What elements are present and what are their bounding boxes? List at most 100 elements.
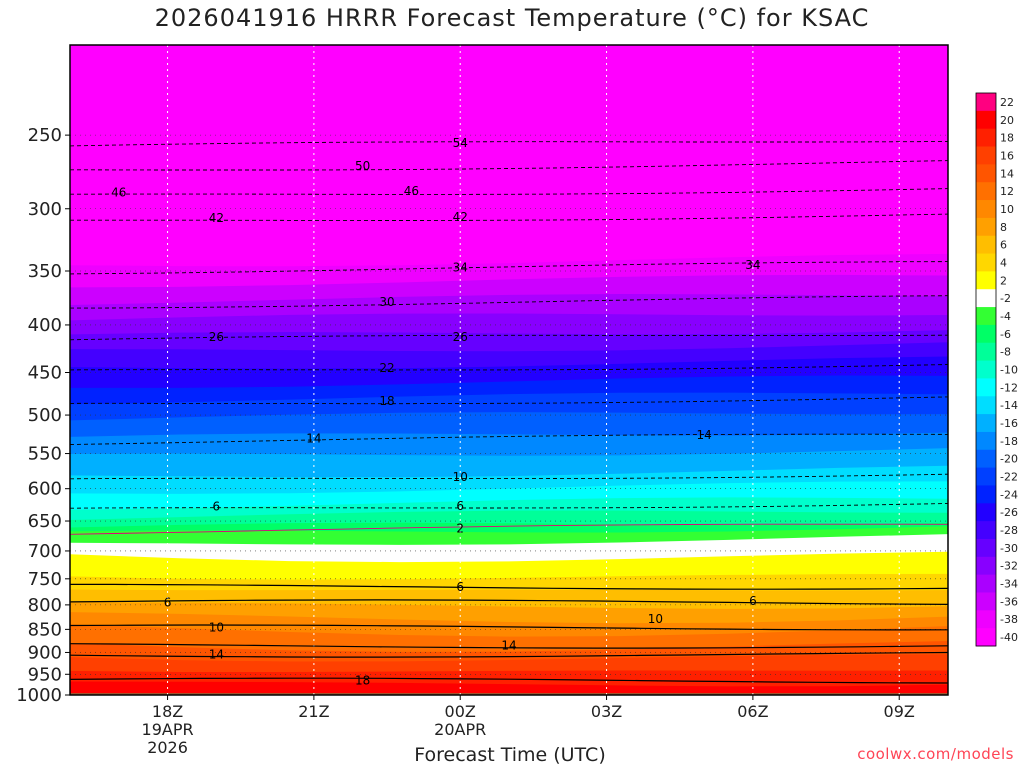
y-tick-label-650: 650 xyxy=(28,511,62,532)
legend-swatch-14 xyxy=(976,164,996,183)
legend-label--14: -14 xyxy=(1000,399,1018,412)
x-tick-label-15-0: 09Z xyxy=(884,702,915,721)
contour-label-26: 26 xyxy=(209,330,224,344)
legend-label--34: -34 xyxy=(1000,578,1018,591)
contour-label-34: 34 xyxy=(453,261,468,275)
y-tick-label-250: 250 xyxy=(28,125,62,146)
legend-label--4: -4 xyxy=(1000,310,1011,323)
grid-lines xyxy=(70,45,948,696)
contour-label-50: 50 xyxy=(355,159,370,173)
contour-label-34: 34 xyxy=(745,258,760,272)
legend-swatch-8 xyxy=(976,217,996,237)
contour-label-10: 10 xyxy=(453,470,468,484)
x-tick-label-6-0: 00Z xyxy=(445,702,476,721)
legend-swatch--6 xyxy=(976,324,996,344)
contour-line-18 xyxy=(70,677,948,684)
legend-swatch--40 xyxy=(976,628,996,647)
y-tick-label-450: 450 xyxy=(28,363,62,384)
x-tick-label-3-0: 21Z xyxy=(298,702,329,721)
y-tick-label-700: 700 xyxy=(28,541,62,562)
contour-label-22: 22 xyxy=(379,361,394,375)
legend-label--2: -2 xyxy=(1000,292,1011,305)
y-axis-ticks: 2503003504004505005506006507007508008509… xyxy=(16,125,70,706)
legend-label-10: 10 xyxy=(1000,203,1014,216)
legend-label--24: -24 xyxy=(1000,488,1018,501)
y-tick-label-800: 800 xyxy=(28,595,62,616)
legend-swatch--12 xyxy=(976,378,996,397)
legend-swatch-16 xyxy=(976,146,996,165)
legend-swatch--32 xyxy=(976,556,996,576)
legend-swatch--36 xyxy=(976,592,996,611)
legend-label--28: -28 xyxy=(1000,524,1018,537)
legend-swatch--28 xyxy=(976,521,996,540)
legend-label--16: -16 xyxy=(1000,417,1018,430)
contour-label-18: 18 xyxy=(355,674,370,688)
contour-line-50 xyxy=(70,160,948,171)
contour-label-30: 30 xyxy=(379,295,394,309)
legend-swatch-18 xyxy=(976,128,996,148)
contour-line-34 xyxy=(70,261,948,275)
legend-swatch--38 xyxy=(976,610,996,629)
x-tick-label-0-1: 19APR xyxy=(142,720,194,739)
legend-swatch-10 xyxy=(976,200,996,219)
contour-label-14: 14 xyxy=(306,432,321,446)
legend-label-4: 4 xyxy=(1000,256,1007,269)
legend-label-12: 12 xyxy=(1000,185,1014,198)
contour-label-6: 6 xyxy=(749,594,757,608)
y-tick-label-1000: 1000 xyxy=(16,685,62,706)
contour-label-2: 2 xyxy=(456,521,464,535)
contour-label-46: 46 xyxy=(404,184,419,198)
y-tick-label-750: 750 xyxy=(28,569,62,590)
legend-label--22: -22 xyxy=(1000,471,1018,484)
legend-label--6: -6 xyxy=(1000,328,1011,341)
y-tick-label-300: 300 xyxy=(28,199,62,220)
plot-frame xyxy=(69,44,949,696)
contour-label-14: 14 xyxy=(501,639,516,653)
legend-label-2: 2 xyxy=(1000,274,1007,287)
contour-label-26: 26 xyxy=(453,330,468,344)
legend-frame xyxy=(975,92,997,647)
y-tick-label-900: 900 xyxy=(28,642,62,663)
legend-swatch--16 xyxy=(976,414,996,433)
contour-label-6: 6 xyxy=(456,580,464,594)
contour-line-54 xyxy=(70,141,948,147)
legend-swatch-4 xyxy=(976,253,996,272)
contour-label-18: 18 xyxy=(379,394,394,408)
legend-swatch--24 xyxy=(976,485,996,504)
contour-label-14: 14 xyxy=(209,648,224,662)
x-axis-label: Forecast Time (UTC) xyxy=(414,744,606,766)
contour-label-10: 10 xyxy=(648,612,663,626)
y-tick-label-500: 500 xyxy=(28,405,62,426)
legend-label--12: -12 xyxy=(1000,381,1018,394)
legend-swatch--20 xyxy=(976,449,996,469)
temperature-bands xyxy=(70,45,948,695)
ground-terrain xyxy=(70,693,948,695)
contour-label-42: 42 xyxy=(453,210,468,224)
contour-lines xyxy=(70,141,948,684)
legend-swatch--26 xyxy=(976,503,996,522)
contour-label-42: 42 xyxy=(209,211,224,225)
y-tick-label-850: 850 xyxy=(28,619,62,640)
legend-swatch-2 xyxy=(976,271,996,290)
x-tick-label-0-0: 18Z xyxy=(152,702,183,721)
contour-line-6 xyxy=(70,599,948,605)
x-tick-label-9-0: 03Z xyxy=(591,702,622,721)
contour-line-14 xyxy=(70,433,948,445)
legend-label--32: -32 xyxy=(1000,560,1018,573)
contour-line-6 xyxy=(70,503,948,509)
credit-link[interactable]: coolwx.com/models xyxy=(857,745,1014,763)
chart-title: 2026041916 HRRR Forecast Temperature (°C… xyxy=(154,4,870,32)
legend-swatch--34 xyxy=(976,574,996,593)
contour-line-10 xyxy=(70,624,948,631)
contour-line-14 xyxy=(70,643,948,649)
legend-swatch-12 xyxy=(976,182,996,201)
x-tick-label-6-1: 20APR xyxy=(434,720,486,739)
x-tick-label-0-2: 2026 xyxy=(147,738,188,757)
contour-label-10: 10 xyxy=(209,620,224,634)
legend-swatch--2 xyxy=(976,289,996,308)
contour-line-18 xyxy=(70,396,948,405)
legend-swatch--4 xyxy=(976,307,996,326)
contour-label-54: 54 xyxy=(453,136,468,150)
